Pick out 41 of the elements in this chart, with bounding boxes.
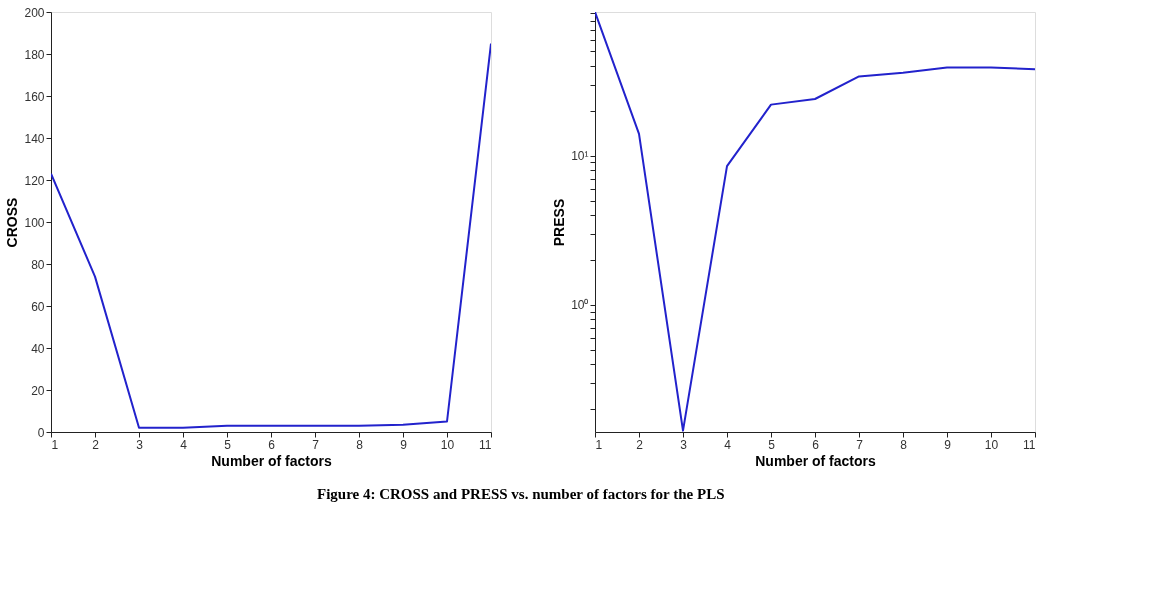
y-tick-label: 80 xyxy=(31,257,45,272)
y-tick-label: 180 xyxy=(24,47,45,62)
x-tick-label: 4 xyxy=(180,437,188,452)
x-tick-label: 1 xyxy=(51,437,59,452)
x-tick-label: 9 xyxy=(400,437,408,452)
x-tick-label: 7 xyxy=(312,437,320,452)
y-tick-label: 100 xyxy=(24,215,45,230)
x-tick-label: 7 xyxy=(856,437,864,452)
x-tick-label: 3 xyxy=(136,437,144,452)
line-series xyxy=(51,42,491,429)
y-axis-title: CROSS xyxy=(4,197,21,248)
y-tick-label: 120 xyxy=(24,173,45,188)
x-tick-label: 6 xyxy=(268,437,276,452)
x-tick-label: 6 xyxy=(812,437,820,452)
x-tick-label: 2 xyxy=(636,437,644,452)
y-tick-label: 160 xyxy=(24,89,45,104)
x-axis-title: Number of factors xyxy=(211,452,332,469)
y-tick-label: 140 xyxy=(24,131,45,146)
y-tick-label: 60 xyxy=(31,299,45,314)
x-tick-label: 5 xyxy=(768,437,776,452)
x-tick-label: 4 xyxy=(724,437,732,452)
y-tick-label: 40 xyxy=(31,341,45,356)
x-tick-label: 3 xyxy=(680,437,688,452)
y-axis-title: PRESS xyxy=(551,198,568,247)
x-tick-label: 8 xyxy=(900,437,908,452)
y-tick-label: 20 xyxy=(31,383,45,398)
x-tick-label: 8 xyxy=(356,437,364,452)
x-tick-label: 10 xyxy=(440,437,455,452)
caption: Figure 4: CROSS and PRESS vs. number of factors for the PLS xyxy=(316,485,725,502)
x-tick-label: 9 xyxy=(944,437,952,452)
y-tick-label: 0 xyxy=(37,425,45,440)
x-tick-label: 10 xyxy=(984,437,999,452)
x-tick-label: 5 xyxy=(224,437,232,452)
x-tick-label: 1 xyxy=(595,437,603,452)
x-tick-label: 2 xyxy=(92,437,100,452)
y-tick-label: 200 xyxy=(24,5,45,20)
x-tick-label: 11 xyxy=(1023,437,1036,452)
y-tick-label: 10⁰ xyxy=(571,298,589,313)
y-tick-label: 10¹ xyxy=(571,149,589,164)
x-tick-label: 11 xyxy=(479,437,492,452)
x-axis-title: Number of factors xyxy=(755,452,876,469)
